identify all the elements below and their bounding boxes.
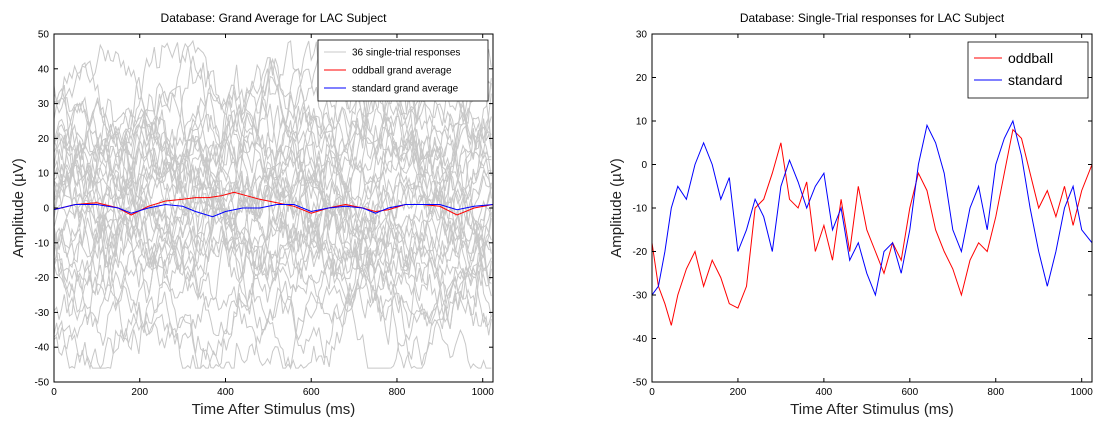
single-trial-line xyxy=(54,109,492,315)
y-axis-label: Amplitude (µV) xyxy=(10,158,27,258)
single-trial-line xyxy=(54,218,492,337)
y-axis-label: Amplitude (µV) xyxy=(608,158,625,258)
x-tick-label: 400 xyxy=(217,387,234,398)
x-tick-label: 400 xyxy=(816,387,833,398)
single-trial-line xyxy=(54,68,492,236)
y-tick-label: -30 xyxy=(633,291,648,302)
x-axis-label: Time After Stimulus (ms) xyxy=(790,401,954,418)
y-tick-label: -10 xyxy=(633,204,648,215)
x-tick-label: 0 xyxy=(649,387,655,398)
single-trial-line xyxy=(54,161,492,303)
legend-label: standard xyxy=(1008,72,1062,88)
chart-title: Database: Grand Average for LAC Subject xyxy=(161,11,388,25)
y-tick-label: 20 xyxy=(38,134,50,145)
single-trial-line xyxy=(54,238,492,370)
series-line-standard-grand-average xyxy=(54,203,493,218)
single-trial-line xyxy=(54,126,492,236)
single-trial-line xyxy=(54,246,492,370)
y-tick-label: 40 xyxy=(38,64,50,75)
legend-label: 36 single-trial responses xyxy=(352,48,460,59)
x-tick-label: 800 xyxy=(389,387,406,398)
single-trial-line xyxy=(54,188,492,325)
y-tick-label: 50 xyxy=(38,30,50,41)
single-trial-line xyxy=(54,170,492,299)
single-trial-line xyxy=(54,181,492,319)
y-tick-label: 0 xyxy=(641,160,647,171)
y-tick-label: 30 xyxy=(636,30,648,41)
y-tick-label: 20 xyxy=(636,73,648,84)
single-trial-panel: 0 200 400 600 800 1000 30 20 10 0 -10 -20 -30 -40 -50 D… xyxy=(608,11,1093,418)
x-tick-label: 200 xyxy=(730,387,747,398)
y-tick-label: -30 xyxy=(35,308,50,319)
grand-average-panel: 0 200 400 600 800 1000 50 40 30 20 10 0 -10 -20 -30 -40… xyxy=(10,11,494,418)
plot-lines xyxy=(652,119,1092,326)
x-tick-label: 1000 xyxy=(1071,387,1094,398)
chart-title: Database: Single-Trial responses for LAC… xyxy=(740,11,1005,25)
legend-label: oddball xyxy=(1008,50,1053,66)
y-tick-label: 30 xyxy=(38,99,50,110)
series-line-standard xyxy=(652,119,1092,297)
single-trial-line xyxy=(54,57,492,174)
x-tick-label: 800 xyxy=(987,387,1004,398)
y-tick-label: -40 xyxy=(35,343,50,354)
y-tick-label: -20 xyxy=(633,247,648,258)
x-axis-label: Time After Stimulus (ms) xyxy=(192,401,356,418)
x-tick-label: 200 xyxy=(131,387,148,398)
single-trial-line xyxy=(54,104,492,237)
y-tick-label: -50 xyxy=(35,378,50,389)
y-tick-label: 10 xyxy=(636,117,648,128)
x-tick-label: 600 xyxy=(901,387,918,398)
single-trial-line xyxy=(54,235,492,371)
legend-box xyxy=(317,39,489,102)
y-tick-label: 10 xyxy=(38,169,50,180)
legend-label: standard grand average xyxy=(352,84,459,95)
plot-lines xyxy=(54,39,493,371)
y-tick-label: -40 xyxy=(633,334,648,345)
legend-box xyxy=(967,41,1089,99)
legend-label: oddball grand average xyxy=(352,66,452,77)
y-tick-label: -20 xyxy=(35,273,50,284)
single-trial-line xyxy=(54,119,492,268)
single-trial-line xyxy=(54,168,492,354)
x-tick-label: 1000 xyxy=(472,387,495,398)
y-tick-label: -10 xyxy=(35,238,50,249)
x-tick-label: 600 xyxy=(303,387,320,398)
y-tick-label: 0 xyxy=(43,204,49,215)
x-tick-label: 0 xyxy=(51,387,57,398)
y-tick-label: -50 xyxy=(633,378,648,389)
single-trial-line xyxy=(54,40,492,192)
single-trial-line xyxy=(54,256,492,369)
single-trial-line xyxy=(54,96,492,246)
